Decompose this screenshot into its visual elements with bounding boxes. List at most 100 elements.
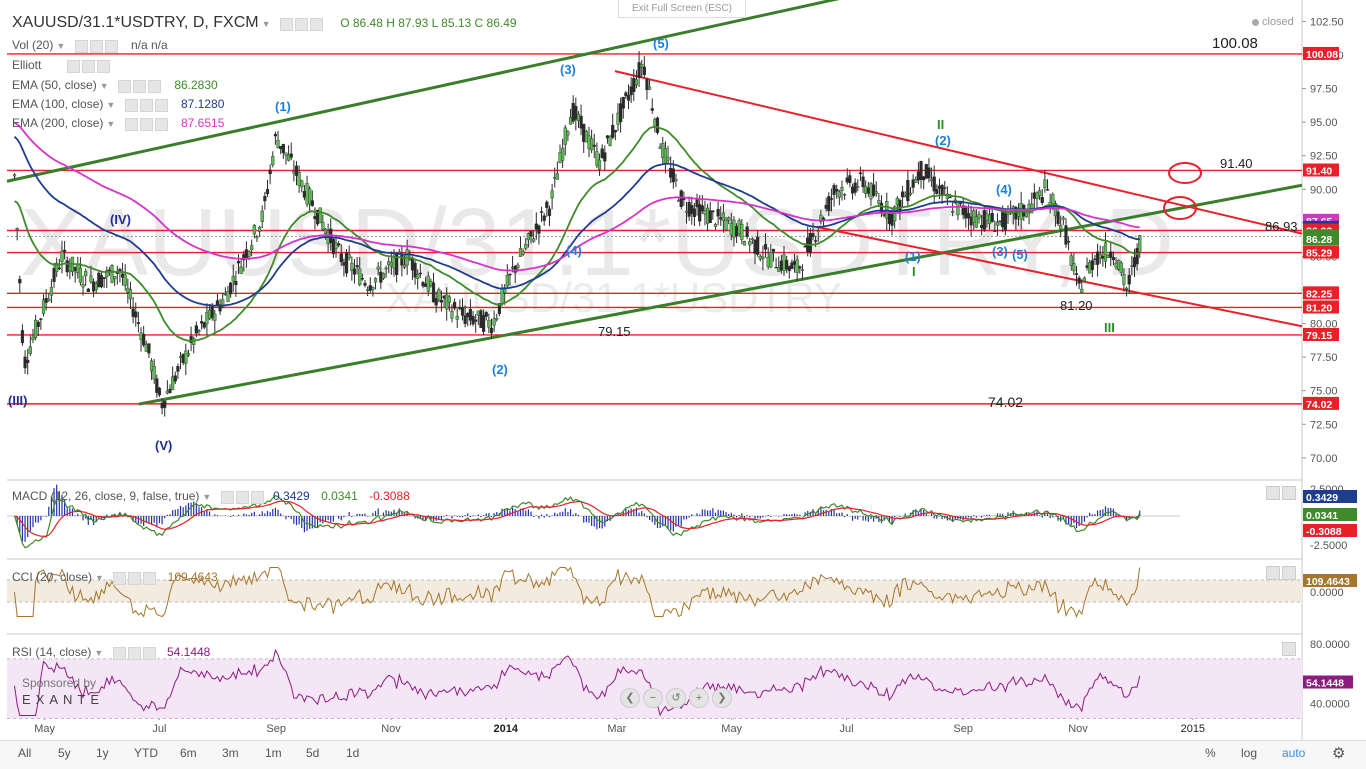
candle-body <box>603 152 607 162</box>
candle-body <box>1127 274 1131 285</box>
legend-buttons[interactable] <box>66 59 112 73</box>
candle-body <box>742 240 747 246</box>
chevron-down-icon[interactable]: ▼ <box>106 100 116 110</box>
indicator-ema50[interactable]: EMA (50, close) ▼ 86.2830 <box>12 78 218 93</box>
candle-body <box>424 283 428 287</box>
maximize-icon[interactable] <box>1266 566 1280 580</box>
candle-body <box>516 264 520 268</box>
candle-body <box>134 311 138 318</box>
scroll-right-icon[interactable]: ❯ <box>712 688 732 708</box>
candle-body <box>120 273 125 278</box>
candle <box>642 56 646 78</box>
candle <box>487 313 491 334</box>
indicator-elliott[interactable]: Elliott <box>12 58 112 73</box>
legend-buttons[interactable] <box>220 490 266 504</box>
legend-buttons[interactable] <box>112 646 158 660</box>
timeframe-6m[interactable]: 6m <box>180 746 197 760</box>
scroll-left-icon[interactable]: ❮ <box>620 688 640 708</box>
rsi-pane-controls <box>1280 642 1296 659</box>
log-scale-button[interactable]: log <box>1241 746 1258 760</box>
symbol-title[interactable]: XAUUSD/31.1*USDTRY, D, FXCM <box>12 14 259 31</box>
candle-body <box>856 186 860 188</box>
wave-label: (2) <box>492 362 508 377</box>
wave-label: (1) <box>905 249 921 264</box>
price-label-box <box>1303 245 1339 259</box>
exit-fullscreen-button[interactable]: Exit Full Screen (ESC) <box>618 0 746 18</box>
chevron-down-icon[interactable]: ▼ <box>261 19 271 29</box>
candle-body <box>387 261 391 266</box>
zoom-in-icon[interactable]: + <box>689 688 709 708</box>
candle-body <box>703 210 707 215</box>
timeframe-5d[interactable]: 5d <box>306 746 320 760</box>
legend-buttons[interactable] <box>74 39 120 53</box>
timeframe-all[interactable]: All <box>18 746 32 760</box>
timeframe-1m[interactable]: 1m <box>265 746 282 760</box>
candle <box>579 104 583 136</box>
macd-legend[interactable]: MACD (12, 26, close, 9, false, true) ▼ 0.… <box>12 489 410 504</box>
candle <box>453 298 457 311</box>
candle-body <box>648 86 652 90</box>
indicator-vol[interactable]: Vol (20) ▼ n/a n/a <box>12 38 168 53</box>
legend-buttons[interactable] <box>124 98 170 112</box>
chevron-down-icon[interactable]: ▼ <box>56 41 66 51</box>
candle <box>521 248 525 256</box>
zoom-out-icon[interactable]: − <box>643 688 663 708</box>
sponsor[interactable]: Sponsored by EXANTE <box>22 676 105 707</box>
candle-body <box>218 304 222 312</box>
candle-body <box>176 366 180 372</box>
cci-legend[interactable]: CCI (20, close) ▼ 109.4643 <box>12 570 218 585</box>
rsi-legend[interactable]: RSI (14, close) ▼ 54.1448 <box>12 645 211 660</box>
candle-body <box>829 198 834 200</box>
candle <box>258 225 262 237</box>
candle-body <box>824 204 828 209</box>
move-icon[interactable] <box>1282 566 1296 580</box>
move-icon[interactable] <box>1282 642 1296 656</box>
candle-body <box>479 310 483 328</box>
candle <box>727 216 731 224</box>
reset-icon[interactable]: ↺ <box>666 688 686 708</box>
candle <box>597 153 602 176</box>
candle-body <box>455 315 459 320</box>
auto-scale-button[interactable]: auto <box>1282 746 1306 760</box>
candle <box>271 151 275 168</box>
move-icon[interactable] <box>1282 486 1296 500</box>
settings-gear-icon[interactable]: ⚙ <box>1332 745 1346 762</box>
indicator-ema100[interactable]: EMA (100, close) ▼ 87.1280 <box>12 97 225 112</box>
candle-body <box>769 251 773 268</box>
candle-body <box>223 293 227 296</box>
legend-buttons[interactable] <box>124 117 170 131</box>
timeframe-ytd[interactable]: YTD <box>134 746 158 760</box>
candle-body <box>619 103 623 123</box>
chevron-down-icon[interactable]: ▼ <box>99 81 109 91</box>
candle <box>479 309 483 328</box>
chevron-down-icon[interactable]: ▼ <box>106 119 116 129</box>
percent-scale-button[interactable]: % <box>1205 746 1216 760</box>
candle-body <box>184 350 188 364</box>
rsi-label-text: 54.1448 <box>1306 678 1344 690</box>
timeframe-1d[interactable]: 1d <box>346 746 360 760</box>
chevron-down-icon[interactable]: ▼ <box>94 648 104 658</box>
candle-body <box>1098 254 1102 260</box>
maximize-icon[interactable] <box>1266 486 1280 500</box>
candle <box>637 51 641 87</box>
candle <box>608 134 612 147</box>
candle-body <box>265 189 270 195</box>
timeframe-3m[interactable]: 3m <box>222 746 239 760</box>
chevron-down-icon[interactable]: ▼ <box>202 492 212 502</box>
candle <box>439 290 444 312</box>
legend-buttons[interactable] <box>117 79 163 93</box>
candle-body <box>1077 277 1081 284</box>
candle <box>856 179 860 192</box>
timeframe-1y[interactable]: 1y <box>96 746 109 760</box>
indicator-ema200[interactable]: EMA (200, close) ▼ 87.6515 <box>12 116 225 131</box>
timeframe-5y[interactable]: 5y <box>58 746 71 760</box>
chevron-down-icon[interactable]: ▼ <box>95 573 104 583</box>
candle-body <box>36 321 40 327</box>
legend-buttons[interactable] <box>279 17 325 31</box>
candle-body <box>993 230 997 232</box>
candle <box>763 233 768 258</box>
candle-body <box>65 260 69 273</box>
candle-body <box>49 287 54 296</box>
legend-buttons[interactable] <box>113 571 158 585</box>
